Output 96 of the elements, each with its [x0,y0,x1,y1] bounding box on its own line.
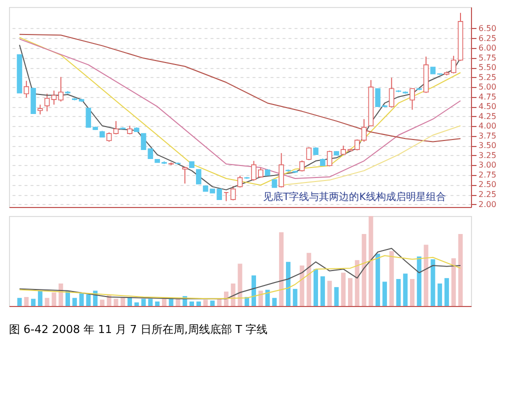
y-tick-label: 3.25 [478,150,496,160]
candlestick [196,169,202,184]
bar [162,298,166,306]
y-tick-label: 4.50 [478,102,496,112]
bar [444,278,449,306]
bar [403,274,408,306]
y-tick-label: 3.75 [478,131,496,140]
bar [217,298,222,306]
candlestick [44,93,50,112]
bar [327,280,332,306]
bar [286,262,290,306]
bar [348,278,352,306]
line-series [19,34,461,142]
y-tick-label: 6.50 [478,24,496,33]
bar [86,294,91,306]
bar [306,252,312,306]
candlestick [230,185,236,201]
y-tick-label: 2.25 [478,190,496,199]
bar [292,288,298,306]
y-tick-label: 5.25 [478,72,496,82]
bar [24,297,29,306]
y-tick-label: 5.75 [478,53,496,62]
bar [410,279,415,306]
bar [389,251,394,306]
candlestick [140,133,146,150]
bar [416,256,422,306]
bar [396,279,401,306]
bar [230,284,236,306]
candlestick [410,88,415,110]
bar [134,302,139,306]
y-tick-label: 3.00 [478,160,496,170]
bar [38,290,42,306]
candlestick [278,152,284,188]
annotation: 见底T字线与其两边的K线构成启明星组合 [263,191,446,203]
y-tick-label: 2.50 [478,180,496,190]
bar [196,302,201,306]
y-tick-label: 6.00 [478,44,496,53]
y-tick-label: 4.25 [478,112,496,121]
caption: 图 6-42 2008 年 11 月 7 日所在周,周线底部 T 字线 [9,323,268,336]
candlestick [299,160,305,172]
y-tick-label: 2.75 [478,170,496,180]
candlestick [106,132,112,142]
y-tick-label: 6.25 [478,34,496,43]
y-tick-label: 2.00 [478,200,496,209]
bar [100,300,104,306]
y-tick-label: 4.75 [478,92,496,102]
bar [238,264,242,306]
bar [314,269,318,306]
bar [451,258,456,306]
bar [17,298,22,306]
bar [52,292,56,306]
y-tick-label: 4.00 [478,122,496,131]
bar [258,290,263,306]
bar [320,276,325,306]
candlestick [306,146,312,161]
bar [155,302,160,306]
bar [79,293,84,306]
bar [44,298,50,306]
bar [265,290,270,306]
bar [354,260,360,306]
bar [141,298,146,306]
bar [458,234,463,306]
bar [438,284,442,306]
bar [341,272,346,306]
bar [424,244,428,306]
bar [334,287,339,306]
y-tick-label: 5.50 [478,63,496,72]
candlestick [237,175,243,188]
bar [376,254,380,306]
bar [430,259,436,306]
bar [148,298,153,306]
bar [382,282,387,306]
bar [176,298,180,306]
bar [279,232,284,306]
candlestick [182,166,188,184]
bar [224,292,228,306]
bar [368,216,374,306]
candlestick [326,150,332,167]
candlestick [24,80,30,98]
bar [72,298,77,306]
bar [114,298,118,306]
bar [190,302,194,306]
bar [203,300,208,306]
y-tick-label: 3.50 [478,141,496,150]
candlestick [113,120,119,135]
bar [210,300,215,306]
bar [31,298,36,306]
candlestick [38,104,43,115]
y-tick-label: 5.00 [478,82,496,92]
bar [272,298,277,306]
bar [362,234,366,306]
bar [58,284,64,306]
bar [252,275,256,306]
candlestick [388,77,394,108]
bar [300,266,304,306]
candlestick [148,148,154,159]
